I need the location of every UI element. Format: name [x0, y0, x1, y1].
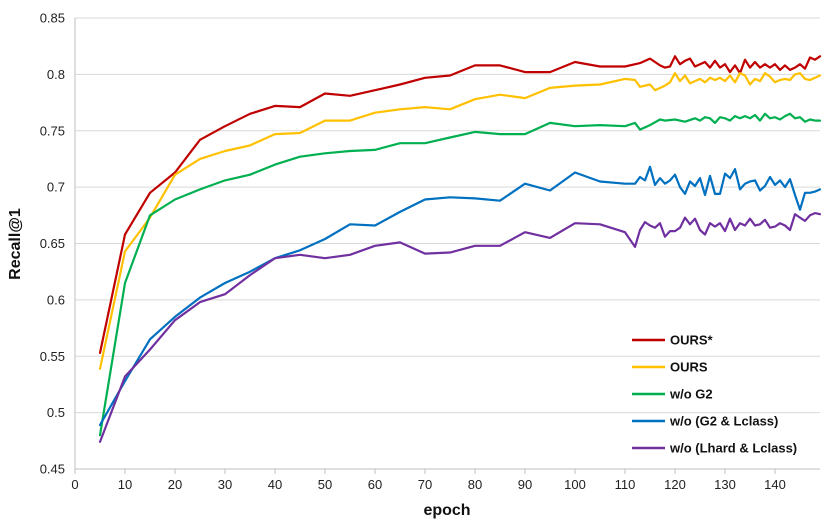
series-line-2 — [98, 112, 822, 437]
x-tick-label: 140 — [764, 477, 786, 492]
x-tick-label: 130 — [714, 477, 736, 492]
axes: 0.45 0.5 0.55 0.6 0.65 0.7 0.75 0.8 0.85 0 10 20 30 4… — [40, 11, 820, 492]
series-line-0 — [98, 55, 822, 354]
y-tick-label: 0.5 — [47, 405, 65, 420]
x-axis-title: epoch — [423, 502, 470, 519]
y-tick-label: 0.6 — [47, 292, 65, 307]
x-tick-label: 0 — [71, 477, 78, 492]
series-line-1 — [98, 72, 822, 370]
x-tick-label: 100 — [564, 477, 586, 492]
y-tick-label: 0.65 — [40, 236, 65, 251]
x-tick-label: 10 — [118, 477, 132, 492]
x-tick-label: 80 — [468, 477, 482, 492]
x-tick-label: 30 — [218, 477, 232, 492]
legend-label: OURS* — [670, 333, 714, 348]
x-tick-label: 50 — [318, 477, 332, 492]
x-tick-label: 40 — [268, 477, 282, 492]
x-tick-label: 20 — [168, 477, 182, 492]
series-lines — [98, 55, 822, 443]
legend-label: w/o G2 — [669, 387, 713, 402]
x-tick-label: 120 — [664, 477, 686, 492]
legend-label: w/o (G2 & Lclass) — [669, 414, 778, 429]
series-line-3 — [98, 165, 822, 427]
x-tick-label: 60 — [368, 477, 382, 492]
y-tick-label: 0.45 — [40, 462, 65, 477]
x-tick-label: 70 — [418, 477, 432, 492]
x-tick-label: 110 — [615, 477, 636, 492]
y-tick-label: 0.7 — [47, 180, 65, 195]
y-tick-label: 0.8 — [47, 67, 65, 82]
legend: OURS* OURS w/o G2 w/o (G2 & Lclass) w/o (Lha… — [632, 333, 797, 456]
y-tick-label: 0.55 — [40, 349, 65, 364]
legend-label: OURS — [670, 360, 708, 375]
y-tick-label: 0.85 — [40, 11, 65, 26]
y-tick-label: 0.75 — [40, 123, 65, 138]
legend-label: w/o (Lhard & Lclass) — [669, 441, 797, 456]
x-tick-label: 90 — [518, 477, 532, 492]
y-axis-title: Recall@1 — [7, 208, 24, 280]
gridlines — [75, 17, 820, 470]
series-line-4 — [98, 212, 822, 443]
